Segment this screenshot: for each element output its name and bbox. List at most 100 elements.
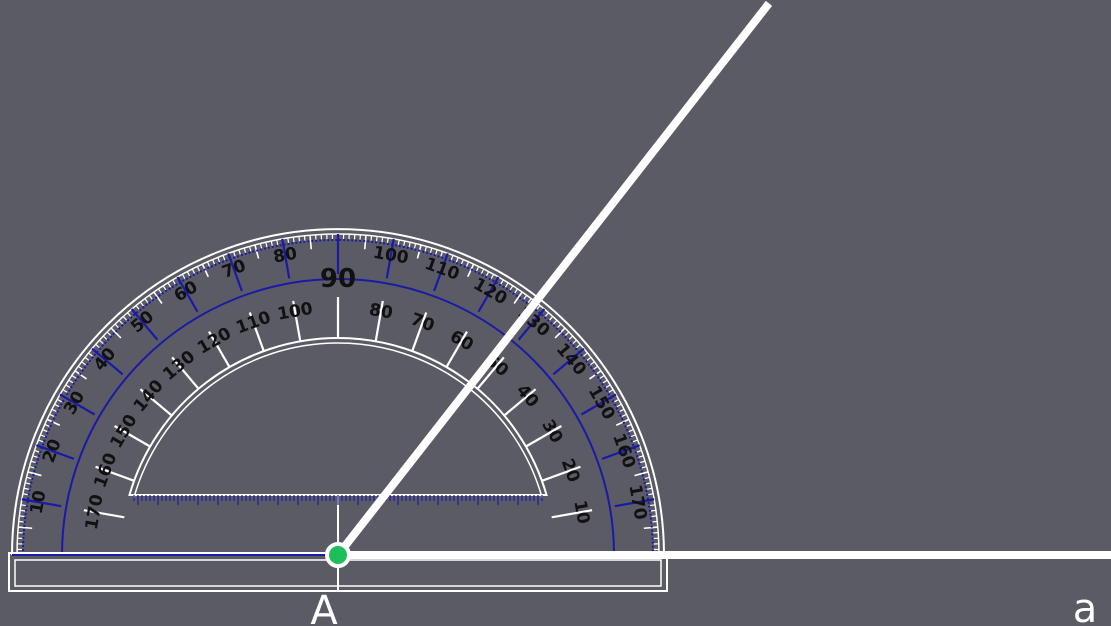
outer-tick [548, 316, 554, 321]
outer-tick [608, 389, 614, 393]
outer-tick [49, 413, 55, 418]
inner-tick [292, 300, 302, 342]
outer-tick [99, 339, 104, 345]
vertex-point-a[interactable] [325, 542, 351, 568]
outer-tick [636, 449, 642, 453]
outer-tick [84, 356, 90, 361]
outer-tick [118, 319, 123, 325]
outer-tick [26, 476, 32, 480]
outer-tick [191, 268, 196, 274]
inner-scale-label: 80 [367, 300, 394, 324]
outer-tick [91, 347, 124, 376]
outer-tick [130, 308, 159, 341]
outer-tick [370, 235, 373, 241]
outer-tick [599, 375, 605, 379]
outer-tick [413, 243, 417, 249]
outer-scale-label: 150 [584, 383, 619, 424]
outer-scale-label: 50 [127, 307, 158, 338]
outer-tick [77, 365, 83, 370]
outer-tick [403, 240, 406, 247]
outer-tick [110, 327, 122, 339]
inner-scale-label: 120 [194, 323, 235, 358]
outer-tick [34, 449, 40, 453]
outer-tick [630, 434, 636, 438]
inner-tick [476, 356, 505, 390]
outer-tick [408, 242, 411, 248]
outer-tick [287, 237, 290, 243]
inner-tick [503, 388, 537, 417]
inner-scale-label: 130 [159, 347, 199, 385]
outer-tick [158, 288, 162, 294]
outer-tick [276, 239, 279, 245]
outer-tick [641, 465, 647, 469]
outer-tick [645, 482, 651, 485]
outer-tick [509, 285, 514, 291]
outer-tick [638, 455, 644, 458]
ray-b[interactable] [334, 0, 773, 558]
outer-tick [504, 282, 509, 288]
outer-tick [222, 255, 226, 261]
outer-tick [243, 247, 247, 253]
outer-tick [212, 259, 216, 265]
outer-tick [38, 439, 44, 443]
outer-tick [135, 305, 140, 310]
outer-tick [500, 279, 504, 285]
outer-tick [298, 236, 301, 242]
outer-tick [217, 257, 221, 263]
outer-scale-label: 10 [27, 489, 51, 516]
inner-tick [171, 356, 200, 390]
outer-tick [281, 238, 291, 279]
outer-tick [513, 291, 523, 304]
outer-tick [62, 389, 68, 393]
outer-tick [621, 413, 627, 418]
outer-tick [27, 471, 42, 477]
inner-scale-label: 160 [90, 450, 121, 490]
outer-scale-label: 40 [90, 344, 121, 375]
outer-tick [153, 291, 163, 304]
outer-tick [614, 398, 620, 403]
outer-tick [586, 356, 592, 361]
outer-tick [424, 246, 428, 252]
outer-scale-label: 30 [60, 388, 89, 419]
outer-tick [32, 455, 38, 458]
outer-tick [619, 408, 625, 413]
outer-tick [465, 261, 470, 267]
inner-scale-label: 110 [233, 307, 273, 338]
protractor-inner-window-edge [133, 342, 543, 499]
inner-tick [248, 312, 265, 352]
outer-tick [126, 312, 132, 317]
inner-tick [83, 509, 125, 519]
outer-tick [71, 375, 77, 379]
inner-tick [208, 331, 231, 368]
outer-tick [42, 429, 48, 433]
outer-tick [29, 465, 35, 469]
outer-tick [644, 476, 650, 480]
outer-tick [30, 460, 36, 464]
outer-tick [601, 444, 641, 460]
outer-tick [615, 418, 630, 426]
outer-tick [232, 251, 236, 257]
outer-tick [480, 268, 485, 274]
outer-tick [68, 379, 74, 384]
outer-tick [632, 439, 638, 443]
outer-tick [309, 235, 313, 250]
outer-tick [186, 271, 191, 277]
outer-tick [626, 423, 632, 428]
protractor-ticks [17, 234, 659, 556]
outer-tick [593, 365, 599, 370]
outer-tick [646, 487, 653, 490]
outer-tick [122, 316, 128, 321]
outer-tick [648, 493, 654, 496]
outer-tick [557, 323, 562, 329]
inner-scale-label: 140 [130, 376, 168, 416]
outer-scale-label: 20 [39, 436, 66, 465]
outer-scale-label: 160 [608, 431, 639, 471]
outer-tick [18, 526, 33, 530]
inner-scale-label: 60 [446, 327, 477, 356]
outer-tick [485, 271, 490, 277]
outer-tick [51, 408, 57, 413]
outer-tick [148, 294, 153, 300]
outer-tick [21, 498, 62, 508]
